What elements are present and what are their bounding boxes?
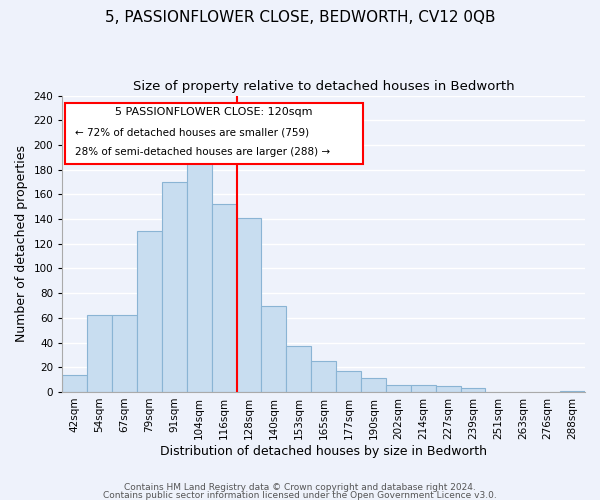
- Bar: [112, 316, 137, 392]
- Text: 28% of semi-detached houses are larger (288) →: 28% of semi-detached houses are larger (…: [76, 147, 331, 157]
- Y-axis label: Number of detached properties: Number of detached properties: [15, 146, 28, 342]
- Bar: [62, 374, 87, 392]
- Bar: [386, 384, 411, 392]
- FancyBboxPatch shape: [65, 103, 363, 164]
- Bar: [461, 388, 485, 392]
- Title: Size of property relative to detached houses in Bedworth: Size of property relative to detached ho…: [133, 80, 514, 93]
- Text: Contains public sector information licensed under the Open Government Licence v3: Contains public sector information licen…: [103, 491, 497, 500]
- Bar: [560, 390, 585, 392]
- Bar: [361, 378, 386, 392]
- Bar: [262, 306, 286, 392]
- Bar: [236, 218, 262, 392]
- Bar: [137, 232, 162, 392]
- Bar: [212, 204, 236, 392]
- Text: 5, PASSIONFLOWER CLOSE, BEDWORTH, CV12 0QB: 5, PASSIONFLOWER CLOSE, BEDWORTH, CV12 0…: [105, 10, 495, 25]
- Bar: [87, 316, 112, 392]
- Bar: [436, 386, 461, 392]
- Bar: [286, 346, 311, 392]
- Text: ← 72% of detached houses are smaller (759): ← 72% of detached houses are smaller (75…: [76, 127, 310, 137]
- X-axis label: Distribution of detached houses by size in Bedworth: Distribution of detached houses by size …: [160, 444, 487, 458]
- Bar: [162, 182, 187, 392]
- Bar: [411, 384, 436, 392]
- Bar: [336, 371, 361, 392]
- Text: Contains HM Land Registry data © Crown copyright and database right 2024.: Contains HM Land Registry data © Crown c…: [124, 484, 476, 492]
- Text: 5 PASSIONFLOWER CLOSE: 120sqm: 5 PASSIONFLOWER CLOSE: 120sqm: [115, 108, 313, 118]
- Bar: [311, 361, 336, 392]
- Bar: [187, 145, 212, 392]
